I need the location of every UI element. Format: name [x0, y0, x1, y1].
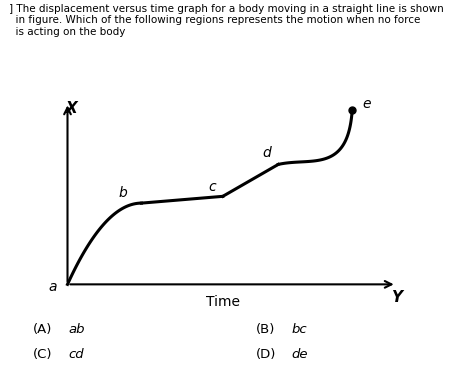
- Text: a: a: [48, 280, 57, 294]
- Text: ] The displacement versus time graph for a body moving in a straight line is sho: ] The displacement versus time graph for…: [9, 4, 444, 37]
- Text: Time: Time: [206, 295, 240, 309]
- Text: X: X: [65, 101, 77, 116]
- Text: e: e: [363, 97, 371, 112]
- Text: c: c: [208, 180, 216, 194]
- Text: Y: Y: [391, 291, 402, 305]
- Text: (B): (B): [256, 323, 275, 336]
- Text: (A): (A): [33, 323, 53, 336]
- Text: d: d: [263, 146, 272, 160]
- Text: cd: cd: [69, 348, 84, 360]
- Text: bc: bc: [292, 323, 307, 336]
- Text: b: b: [118, 186, 128, 201]
- Text: (C): (C): [33, 348, 53, 360]
- Text: ab: ab: [69, 323, 85, 336]
- Text: (D): (D): [256, 348, 276, 360]
- Text: de: de: [292, 348, 308, 360]
